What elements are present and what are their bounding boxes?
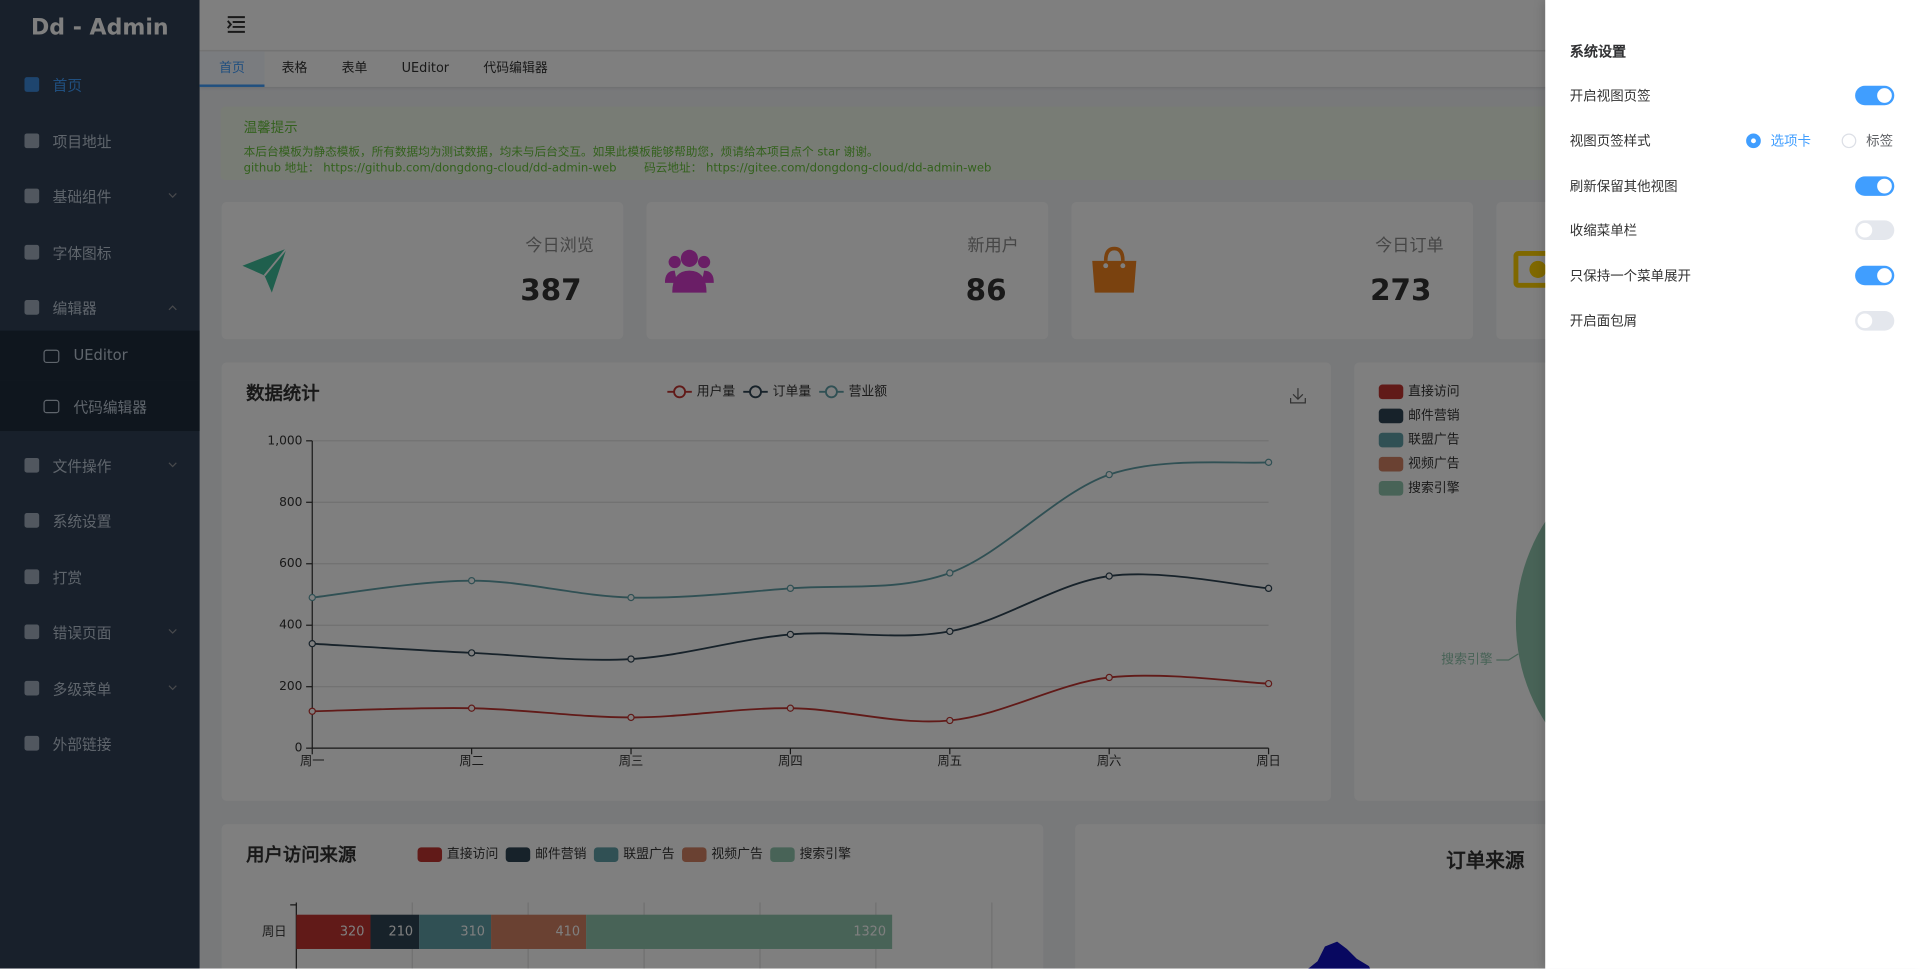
overlay[interactable]: [0, 0, 1546, 969]
settings-drawer: 系统设置 开启视图页签 视图页签样式 选项卡 标签刷新保留其他视图 收缩菜单栏只保持一个…: [1545, 0, 1920, 969]
switch-knob: [1857, 223, 1873, 239]
switch[interactable]: [1855, 175, 1895, 196]
switch-knob: [1857, 313, 1873, 329]
settings-title: 系统设置: [1569, 42, 1627, 61]
radio[interactable]: [1841, 133, 1857, 148]
radio-label[interactable]: 标签: [1866, 133, 1894, 150]
switch-knob: [1877, 178, 1892, 193]
setting-label: 收缩菜单栏: [1569, 223, 1638, 240]
setting-label: 刷新保留其他视图: [1569, 178, 1678, 195]
switch-knob: [1877, 88, 1892, 103]
switch[interactable]: [1855, 311, 1895, 331]
setting-label: 只保持一个菜单展开: [1569, 268, 1692, 285]
switch[interactable]: [1855, 220, 1895, 241]
radio-label[interactable]: 选项卡: [1770, 133, 1812, 150]
switch[interactable]: [1855, 265, 1895, 286]
setting-label: 视图页签样式: [1569, 133, 1651, 150]
setting-label: 开启面包屑: [1569, 313, 1638, 330]
radio[interactable]: [1746, 133, 1761, 148]
switch-knob: [1877, 268, 1892, 284]
switch[interactable]: [1855, 85, 1895, 106]
setting-label: 开启视图页签: [1569, 88, 1651, 105]
